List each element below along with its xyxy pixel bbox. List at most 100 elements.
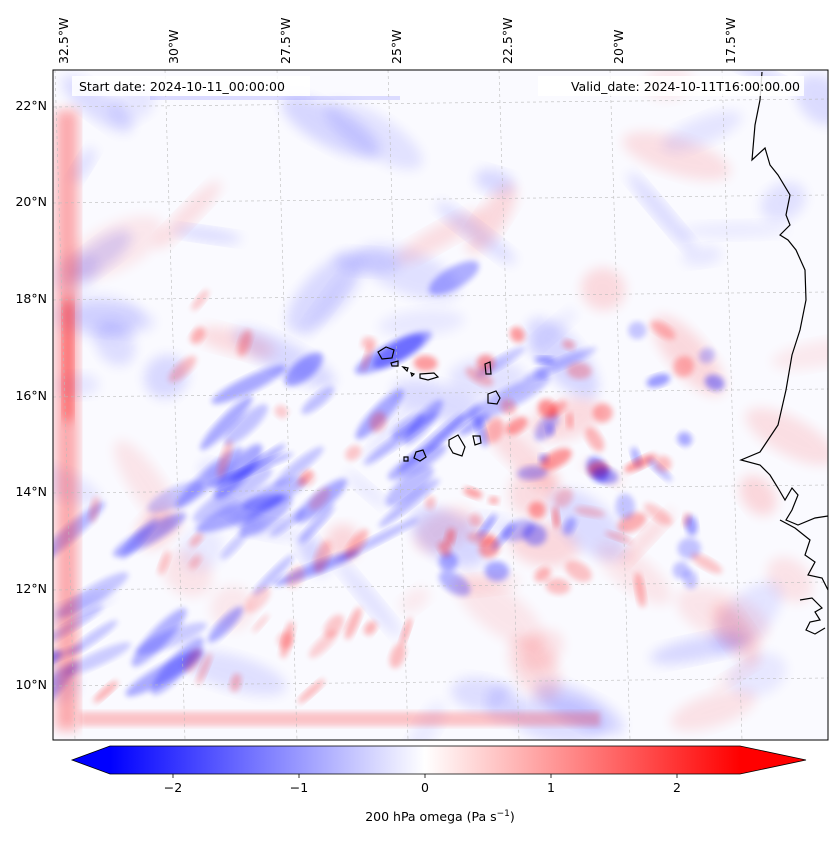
omega-blob — [189, 554, 202, 570]
omega-blob — [364, 620, 377, 636]
start-date-label: Start date: 2024-10-11_00:00:00 — [79, 79, 285, 94]
longitude-label: 22.5°W — [500, 18, 515, 64]
omega-blob — [155, 180, 222, 249]
latitude-label: 18°N — [15, 291, 47, 306]
omega-blob — [592, 403, 613, 423]
omega-blob — [64, 215, 164, 280]
omega-blob — [385, 465, 434, 507]
omega-blob — [67, 303, 155, 335]
omega-blob — [239, 494, 293, 537]
omega-blob — [484, 417, 504, 444]
omega-blob — [643, 503, 673, 526]
omega-blob — [685, 515, 698, 536]
longitude-label: 17.5°W — [723, 18, 738, 64]
omega-blob — [163, 550, 213, 597]
omega-blob — [220, 532, 247, 560]
longitude-label: 25°W — [389, 29, 404, 64]
omega-blob — [323, 614, 344, 638]
omega-blob — [534, 368, 549, 380]
coastline-africa — [739, 71, 828, 635]
omega-blob — [64, 642, 132, 676]
omega-blob — [670, 689, 757, 732]
omega-blob — [466, 184, 517, 255]
omega-blob — [296, 470, 313, 487]
valid-date-label: Valid_date: 2024-10-11T16:00:00.00 — [571, 79, 800, 94]
meridian-line — [721, 70, 743, 740]
omega-blob — [554, 488, 573, 508]
omega-blob — [151, 637, 204, 695]
colorbar-label: 200 hPa omega (Pa s−1) — [365, 809, 515, 824]
omega-blob — [438, 541, 451, 557]
omega-blob — [192, 467, 273, 523]
omega-blob — [190, 327, 205, 344]
omega-blob — [505, 416, 528, 435]
longitude-label: 30°W — [166, 29, 181, 64]
omega-blob — [344, 607, 362, 640]
colorbar-ticks: −2 −1 0 1 2 — [164, 774, 681, 795]
omega-blob — [465, 367, 494, 387]
omega-blob — [745, 407, 828, 466]
omega-blob — [525, 309, 577, 355]
omega-blob — [469, 513, 483, 528]
omega-blob — [634, 572, 646, 608]
omega-blob — [699, 347, 715, 364]
omega-blob — [468, 375, 550, 421]
omega-blob — [168, 355, 197, 383]
meridian-line — [276, 70, 298, 740]
omega-blob — [627, 172, 695, 251]
omega-blob — [400, 617, 412, 646]
omega-blob — [196, 653, 212, 685]
omega-blob — [581, 267, 626, 311]
omega-blob — [230, 673, 242, 692]
omega-blob — [655, 455, 672, 472]
omega-blob — [438, 552, 458, 572]
omega-blob — [403, 399, 443, 445]
omega-blob — [277, 632, 294, 649]
omega-blob — [200, 395, 253, 451]
omega-blob — [425, 496, 436, 510]
omega-blob — [562, 339, 575, 350]
omega-blob — [158, 550, 171, 575]
omega-blob — [274, 405, 289, 419]
omega-blob — [534, 567, 551, 582]
latitude-label: 10°N — [15, 677, 47, 692]
omega-blob — [690, 553, 723, 574]
colorbar-tick-label: 1 — [547, 780, 555, 795]
omega-blob — [728, 652, 787, 697]
omega-blob — [475, 416, 488, 448]
latitude-label: 12°N — [15, 581, 47, 596]
longitude-label: 27.5°W — [278, 18, 293, 64]
latitude-label: 20°N — [15, 194, 47, 209]
latitude-label: 16°N — [15, 388, 47, 403]
omega-blob — [361, 336, 377, 350]
omega-blob — [592, 467, 618, 484]
omega-blob — [488, 496, 500, 505]
omega-blob — [297, 679, 325, 704]
latitude-labels: 22°N 20°N 18°N 16°N 14°N 12°N 10°N — [15, 98, 47, 692]
omega-blob — [189, 533, 203, 547]
omega-blob — [704, 374, 725, 391]
omega-blob — [534, 356, 555, 364]
omega-blob — [253, 554, 295, 596]
omega-blob — [455, 574, 545, 648]
start-date-box — [72, 76, 310, 96]
omega-blob — [484, 561, 510, 582]
omega-blob — [650, 320, 676, 340]
omega-blob — [210, 585, 255, 631]
omega-blob — [574, 506, 606, 518]
omega-blob — [207, 606, 244, 643]
omega-blob — [399, 587, 430, 614]
omega-blob — [565, 560, 592, 582]
omega-blob — [546, 422, 555, 437]
valid-date-box — [538, 76, 804, 96]
omega-blob — [284, 352, 324, 387]
omega-blob — [425, 403, 481, 453]
meridian-line — [164, 70, 186, 740]
omega-blob — [113, 512, 187, 557]
meridian-line — [387, 70, 409, 740]
omega-blob — [244, 586, 271, 613]
omega-blob — [566, 362, 592, 379]
omega-blob — [378, 478, 440, 528]
omega-blob — [309, 487, 331, 510]
omega-blob — [237, 329, 252, 357]
